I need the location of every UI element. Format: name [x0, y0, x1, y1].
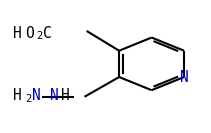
- Text: H: H: [13, 88, 22, 103]
- Text: N: N: [32, 88, 41, 103]
- Text: H: H: [13, 26, 22, 41]
- Text: C: C: [43, 26, 51, 41]
- Text: N: N: [180, 70, 188, 85]
- Text: 2: 2: [25, 94, 31, 104]
- Text: N: N: [50, 88, 59, 103]
- Text: 2: 2: [36, 32, 42, 41]
- Text: O: O: [25, 26, 34, 41]
- Text: H: H: [61, 88, 70, 103]
